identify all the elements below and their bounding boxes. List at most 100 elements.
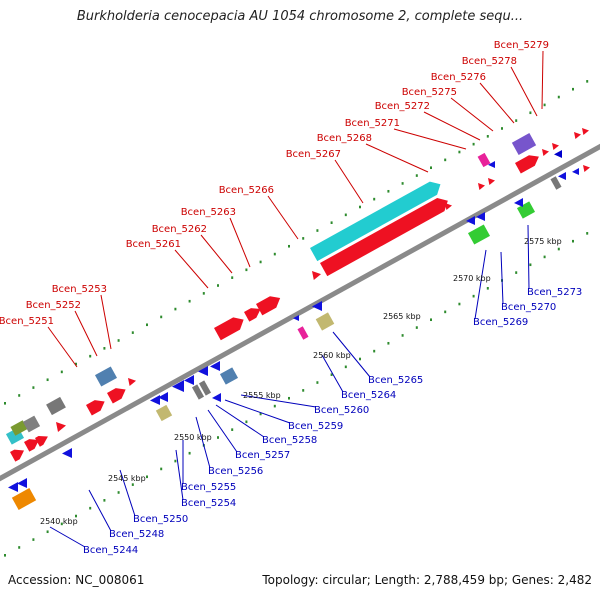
- gene-arrow-small[interactable]: [212, 393, 221, 402]
- gene-label-reverse[interactable]: Bcen_5260: [314, 405, 369, 416]
- feature-box[interactable]: [198, 380, 212, 396]
- feature-box[interactable]: [11, 488, 37, 510]
- label-leader: [49, 526, 86, 548]
- gene-arrow-small[interactable]: [17, 478, 27, 488]
- gene-label-forward[interactable]: Bcen_5272: [375, 101, 430, 112]
- gene-arrow-small[interactable]: [312, 271, 321, 280]
- gene-arrow-small[interactable]: [476, 212, 485, 221]
- gene-arrow-red-shape[interactable]: [35, 432, 50, 447]
- gene-label-reverse[interactable]: Bcen_5250: [133, 514, 188, 525]
- feature-box[interactable]: [477, 152, 491, 168]
- gene-label-forward[interactable]: Bcen_5275: [402, 87, 457, 98]
- gene-arrow-small[interactable]: [558, 172, 566, 180]
- feature-box[interactable]: [22, 415, 41, 433]
- gene-arrow-red[interactable]: [24, 435, 42, 452]
- gene-label-forward[interactable]: Bcen_5271: [345, 118, 400, 129]
- gene-arrow-red-shape[interactable]: [515, 151, 542, 174]
- gene-arrow-small[interactable]: [542, 149, 549, 156]
- gene-arrow-small[interactable]: [514, 198, 523, 207]
- gene-arrow-small[interactable]: [184, 375, 194, 385]
- feature-box[interactable]: [297, 326, 309, 340]
- gene-label-forward[interactable]: Bcen_5266: [219, 185, 274, 196]
- gene-arrow-red[interactable]: [256, 292, 283, 316]
- gene-label-reverse[interactable]: Bcen_5248: [109, 529, 164, 540]
- gene-arrow-red[interactable]: [244, 304, 263, 322]
- gene-arrow-red-shape[interactable]: [244, 304, 263, 322]
- gene-arrow-red[interactable]: [35, 432, 50, 447]
- feature-box[interactable]: [550, 176, 562, 190]
- gene-label-reverse[interactable]: Bcen_5256: [208, 466, 263, 477]
- gene-label-forward[interactable]: Bcen_5251: [0, 316, 54, 327]
- gene-arrow-small[interactable]: [293, 315, 299, 321]
- feature-box[interactable]: [191, 384, 205, 400]
- gene-arrow-small[interactable]: [478, 183, 485, 190]
- gene-label-reverse[interactable]: Bcen_5269: [473, 317, 528, 328]
- gene-arrow-small[interactable]: [198, 366, 208, 376]
- gene-arrow-red-shape[interactable]: [214, 313, 247, 341]
- gene-features[interactable]: [5, 128, 590, 510]
- gene-arrow-small[interactable]: [128, 378, 136, 386]
- gene-arrow-red-shape[interactable]: [86, 396, 108, 416]
- gene-arrow-cyan-shape[interactable]: [310, 178, 444, 262]
- gene-label-forward[interactable]: Bcen_5276: [431, 72, 486, 83]
- gene-label-forward[interactable]: Bcen_5278: [462, 56, 517, 67]
- gene-arrow-small[interactable]: [466, 216, 475, 225]
- gene-arrow-small[interactable]: [488, 161, 495, 168]
- gene-label-forward[interactable]: Bcen_5279: [494, 40, 549, 51]
- gene-arrow-small[interactable]: [8, 482, 18, 492]
- gene-arrow-red[interactable]: [515, 151, 542, 174]
- gene-arrow-small[interactable]: [62, 448, 72, 458]
- gene-arrow-red-long[interactable]: [320, 194, 451, 277]
- gene-label-forward[interactable]: Bcen_5253: [52, 284, 107, 295]
- feature-box[interactable]: [511, 133, 537, 155]
- gene-arrow-small[interactable]: [158, 392, 168, 402]
- gene-arrow-red-shape[interactable]: [256, 292, 283, 316]
- gene-label-reverse[interactable]: Bcen_5264: [341, 390, 396, 401]
- gene-arrow-red-shape[interactable]: [107, 384, 129, 404]
- feature-box[interactable]: [155, 404, 173, 422]
- gene-label-forward[interactable]: Bcen_5267: [286, 149, 341, 160]
- gene-label-forward[interactable]: Bcen_5261: [126, 239, 181, 250]
- gene-arrow-red-shape[interactable]: [24, 435, 42, 452]
- gene-label-reverse[interactable]: Bcen_5254: [181, 498, 236, 509]
- gene-label-reverse[interactable]: Bcen_5255: [181, 482, 236, 493]
- gene-arrow-small[interactable]: [210, 361, 220, 371]
- gene-arrow-red[interactable]: [86, 396, 108, 416]
- gene-label-reverse[interactable]: Bcen_5273: [527, 287, 582, 298]
- feature-box[interactable]: [219, 367, 239, 385]
- gene-arrow-red[interactable]: [107, 384, 129, 404]
- gene-arrow-small[interactable]: [574, 132, 581, 139]
- gene-label-forward[interactable]: Bcen_5262: [152, 224, 207, 235]
- gene-arrow-small[interactable]: [583, 165, 590, 172]
- gene-arrow-small[interactable]: [552, 143, 559, 150]
- gene-label-reverse[interactable]: Bcen_5257: [235, 450, 290, 461]
- gene-arrow-small[interactable]: [488, 178, 495, 185]
- gene-arrow-cyan[interactable]: [310, 178, 444, 262]
- gene-label-forward[interactable]: Bcen_5252: [26, 300, 81, 311]
- gene-label-forward[interactable]: Bcen_5268: [317, 133, 372, 144]
- gene-arrow-small[interactable]: [172, 380, 184, 392]
- gene-arrow-small[interactable]: [56, 422, 66, 432]
- gene-arrow-small[interactable]: [572, 168, 579, 175]
- feature-box[interactable]: [94, 366, 118, 387]
- gene-label-reverse[interactable]: Bcen_5244: [83, 545, 138, 556]
- gene-arrow-small[interactable]: [582, 128, 589, 135]
- gene-arrow-small[interactable]: [554, 150, 562, 158]
- feature-box[interactable]: [46, 396, 66, 416]
- feature-box[interactable]: [10, 420, 28, 436]
- gene-label-reverse[interactable]: Bcen_5258: [262, 435, 317, 446]
- gene-label-reverse[interactable]: Bcen_5265: [368, 375, 423, 386]
- gene-arrow-small[interactable]: [312, 301, 322, 311]
- gene-label-reverse[interactable]: Bcen_5259: [288, 421, 343, 432]
- feature-box[interactable]: [467, 224, 491, 245]
- feature-box[interactable]: [315, 312, 335, 331]
- gene-arrow-red[interactable]: [214, 313, 247, 341]
- gene-arrow-red-long-shape[interactable]: [320, 194, 451, 277]
- gene-label-forward[interactable]: Bcen_5263: [181, 207, 236, 218]
- gene-arrow-red[interactable]: [10, 446, 27, 462]
- gene-arrow-red-shape[interactable]: [10, 446, 27, 462]
- gene-arrow-small[interactable]: [445, 203, 452, 210]
- gene-label-reverse[interactable]: Bcen_5270: [501, 302, 556, 313]
- gene-arrow-small[interactable]: [150, 395, 160, 405]
